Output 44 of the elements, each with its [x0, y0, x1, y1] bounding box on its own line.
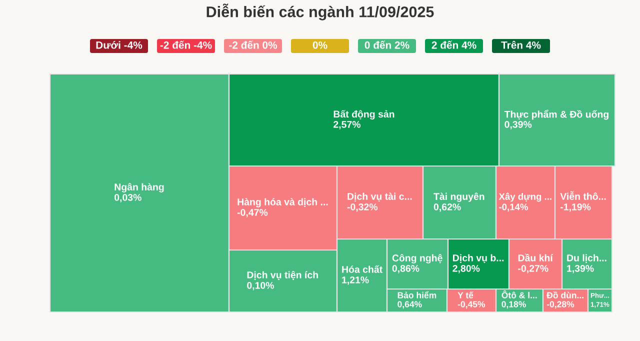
text: -2 đến -4% [160, 40, 212, 49]
data-label: 2,57% [334, 120, 360, 130]
category-label: Y tế [458, 292, 474, 298]
text: 2 đến 4% [432, 40, 476, 49]
text: Dưới -4% [96, 41, 142, 49]
data-label: -0,28% [546, 301, 574, 309]
text: Diễn biến các ngành 11/09/2025 [206, 4, 434, 20]
category-label: Dầu khí [518, 254, 554, 262]
category-label: Ôtô & l... [502, 290, 537, 298]
category-label: Xây dựng ... [498, 192, 552, 202]
category-label: Ngân hàng [114, 183, 164, 192]
data-label: 0,03% [114, 194, 142, 202]
category-label: Dịch vụ tiện ích [247, 271, 318, 280]
category-label: Dịch vụ b... [453, 254, 504, 263]
text: 0 đến 2% [364, 40, 410, 49]
text: -2 đến 0% [229, 40, 278, 49]
data-label: -0,32% [347, 203, 378, 212]
data-label: 0,64% [398, 301, 422, 309]
data-label: -0,45% [458, 301, 486, 309]
data-label: 0,86% [392, 264, 420, 274]
category-label: Hóa chất [342, 265, 382, 273]
category-label: Viễn thô... [560, 191, 606, 200]
data-label: -1,19% [560, 203, 591, 212]
category-label: Du lịch... [567, 254, 606, 263]
data-label: 0,62% [434, 203, 461, 212]
text: Trên 4% [501, 40, 541, 49]
category-label: Tài nguyên [434, 192, 484, 202]
data-label: 0,18% [502, 301, 526, 309]
data-label: 2,80% [452, 264, 480, 274]
category-label: Thực phẩm & Đồ uống [504, 110, 608, 120]
text: 0% [312, 41, 328, 49]
category-label: Công nghệ [392, 254, 442, 264]
data-label: 1,21% [342, 276, 369, 285]
data-label: -0,14% [499, 204, 528, 212]
data-label: 0,10% [247, 282, 274, 290]
data-label: -0,47% [237, 208, 268, 218]
data-label: 1,39% [567, 264, 594, 274]
data-label: -0,27% [518, 264, 548, 274]
category-label: Đồ dùn... [546, 292, 584, 298]
category-label: Hàng hóa và dịch ... [238, 198, 328, 208]
category-label: Bất động sản [334, 110, 394, 120]
category-label: Dịch vụ tài c... [348, 192, 412, 202]
category-label: Bảo hiểm [398, 291, 436, 298]
data-label: 0,39% [504, 120, 532, 130]
